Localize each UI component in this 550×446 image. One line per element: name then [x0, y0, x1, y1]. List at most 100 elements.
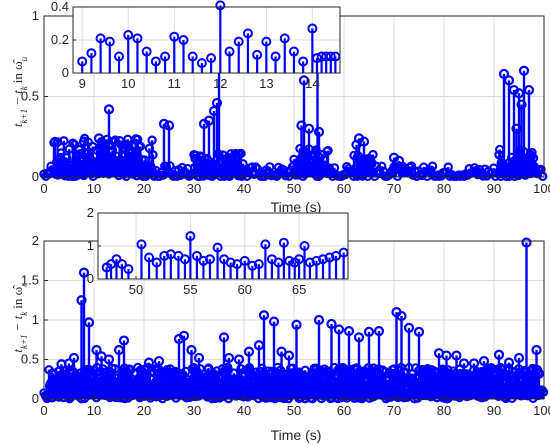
stem-marker: [163, 120, 175, 131]
y-tick-label: 1: [32, 312, 39, 327]
stem-marker: [193, 352, 205, 364]
top-plot-xlabel: Time (s): [271, 199, 322, 215]
inset-stem-marker: [242, 28, 253, 39]
inset-stem-marker: [284, 255, 295, 266]
inset-stem-marker: [111, 254, 122, 265]
stem-marker: [118, 335, 130, 346]
inset-stem-marker: [187, 51, 198, 62]
inset-stem-marker: [253, 259, 264, 270]
y-tick-label: 1.5: [21, 273, 39, 288]
inset-stem-marker: [114, 51, 125, 62]
stem-marker: [153, 355, 165, 367]
top-plot-stems: [39, 10, 548, 182]
stem-marker: [252, 164, 263, 174]
stem-marker: [78, 136, 90, 147]
stem-marker: [368, 149, 378, 160]
y-tick-label: 0: [32, 169, 39, 184]
stem-marker: [451, 350, 462, 361]
stem-marker: [326, 318, 337, 330]
stem-marker: [81, 167, 91, 177]
x-tick-label: 20: [137, 181, 151, 196]
inset-x-tick-label: 9: [79, 76, 86, 91]
stem-marker: [93, 133, 105, 144]
stem-marker: [223, 352, 235, 364]
bottom-plot-ticks: 010203040506070809010000.511.52: [21, 233, 550, 418]
top-inset-ticks: 9 10 11 12 13 14 0 0.2 0.4: [51, 0, 320, 91]
x-tick-label: 50: [287, 403, 301, 418]
stem-marker: [291, 319, 302, 330]
inset-stem-marker: [330, 51, 341, 62]
top-plot-ylabel: tk+1− tkin ω̂u: [10, 56, 29, 127]
stem-marker: [323, 145, 333, 156]
stem-marker: [443, 162, 453, 172]
stem-marker: [313, 314, 325, 326]
inset-stem-marker: [141, 46, 152, 57]
inset-stem-marker: [198, 255, 209, 266]
inset-stem-marker: [278, 237, 289, 248]
stem-marker: [103, 104, 115, 115]
x-tick-label: 90: [487, 181, 501, 196]
stem-marker: [304, 384, 315, 395]
top-inset-plot: 9 10 11 12 13 14 0 0.2 0.4: [51, 0, 341, 91]
inset-stem-marker: [311, 255, 322, 266]
inset-stem-marker: [136, 239, 147, 250]
inset-stem-marker: [215, 0, 226, 11]
inset-stem-marker: [273, 257, 284, 268]
top-stem-plot: 010203040506070809010000.51 Time (s) tk+…: [10, 0, 550, 215]
stem-marker: [343, 325, 355, 337]
x-tick-label: 0: [40, 403, 47, 418]
stem-marker: [147, 135, 157, 145]
inset-stem-marker: [279, 33, 290, 44]
y-tick-label: 0.5: [21, 89, 39, 104]
x-tick-label: 60: [337, 403, 351, 418]
bottom-stem-plot: 010203040506070809010000.511.52 Time (s)…: [10, 205, 550, 443]
inset-stem-marker: [247, 260, 258, 271]
inset-stem-marker: [212, 242, 223, 253]
inset-stem-marker: [307, 23, 318, 34]
inset-stem-marker: [185, 231, 196, 242]
x-tick-label: 20: [137, 403, 151, 418]
x-tick-label: 10: [87, 181, 101, 196]
y-tick-label: 2: [32, 233, 39, 248]
stem-marker: [258, 310, 270, 321]
stem-marker: [110, 135, 120, 145]
stem-marker: [478, 355, 490, 367]
stem-marker: [298, 75, 310, 86]
inset-x-tick-label: 11: [168, 76, 182, 91]
stem-marker: [303, 123, 315, 134]
inset-stem-marker: [179, 254, 190, 265]
inset-stem-marker: [116, 259, 127, 270]
x-tick-label: 70: [387, 403, 401, 418]
inset-stem-marker: [260, 239, 271, 250]
inset-y-tick-label: 2: [87, 205, 94, 220]
stem-marker: [211, 97, 223, 109]
stem-marker: [538, 171, 548, 182]
inset-stem-marker: [252, 49, 263, 60]
stem-marker: [441, 350, 452, 361]
x-tick-label: 80: [437, 403, 451, 418]
inset-stem-marker: [225, 257, 236, 268]
stem-marker: [178, 330, 190, 341]
top-plot-ticks: 010203040506070809010000.51: [21, 8, 550, 196]
inset-y-tick-label: 1: [87, 238, 94, 253]
stem-marker: [103, 354, 115, 365]
inset-stem-marker: [288, 46, 299, 57]
inset-x-tick-label: 10: [121, 76, 135, 91]
y-tick-label: 0: [32, 391, 39, 406]
bottom-inset-stems: [101, 231, 349, 279]
stem-marker: [218, 332, 230, 343]
stem-marker: [333, 324, 345, 335]
inset-x-tick-label: 50: [129, 282, 143, 297]
inset-stem-marker: [270, 51, 281, 62]
stem-marker: [523, 84, 535, 96]
y-tick-label: 0.5: [21, 352, 39, 367]
stem-marker: [251, 162, 261, 172]
inset-stem-marker: [123, 30, 134, 41]
inset-stem-marker: [206, 53, 217, 64]
top-inset-stems: [77, 0, 341, 73]
inset-y-tick-label: 0: [62, 65, 69, 80]
stem-marker: [83, 317, 95, 328]
x-tick-label: 60: [337, 181, 351, 196]
inset-stem-marker: [239, 255, 250, 266]
